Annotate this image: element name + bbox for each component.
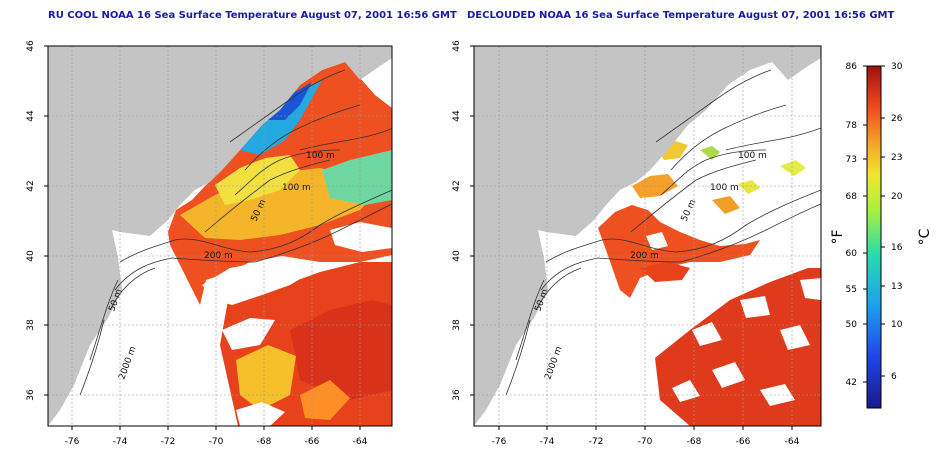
y-tick-label: 46 (26, 40, 36, 52)
cloud-gaps (646, 232, 821, 406)
contour-label: 100 m (738, 151, 767, 161)
y-tick-label: 42 (452, 180, 462, 191)
x-tick-label: -72 (589, 437, 604, 447)
x-tick-label: -76 (65, 437, 80, 447)
map-grid (48, 46, 392, 426)
x-tick-label: -66 (305, 437, 320, 447)
y-tick-label: 36 (26, 389, 36, 401)
y-tick-label: 40 (452, 250, 462, 262)
y-tick-label: 44 (26, 110, 36, 122)
y-tick-label: 36 (452, 389, 462, 401)
fahrenheit-tick-label: 73 (846, 155, 857, 165)
temperature-colorbar: 86 78 73 68 60 55 50 42 30 26 23 20 16 1… (830, 62, 933, 409)
y-tick-label: 38 (26, 319, 36, 331)
map-frame (473, 45, 822, 427)
bathymetry-contours (505, 69, 821, 396)
x-tick-label: -74 (113, 437, 128, 447)
land-mass (474, 46, 821, 426)
x-tick-label: -64 (785, 437, 800, 447)
fahrenheit-label: °F (830, 229, 846, 244)
contour-label: 200 m (630, 251, 659, 261)
x-tick-label: -76 (492, 437, 507, 447)
bathymetry-contours (79, 69, 392, 396)
fahrenheit-tick-label: 42 (846, 378, 857, 388)
celsius-tick-label: 30 (891, 62, 903, 72)
x-tick-label: -70 (638, 437, 653, 447)
land-mass (48, 46, 392, 426)
y-tick-label: 42 (26, 180, 36, 191)
x-tick-label: -68 (257, 437, 272, 447)
x-tick-label: -64 (353, 437, 368, 447)
y-tick-label: 46 (452, 40, 462, 52)
x-tick-label: -66 (736, 437, 751, 447)
fahrenheit-tick-label: 68 (846, 192, 858, 202)
fahrenheit-tick-label: 60 (846, 249, 858, 259)
fahrenheit-tick-label: 78 (846, 121, 858, 131)
map-title-declouded: DECLOUDED NOAA 16 Sea Surface Temperatur… (467, 10, 895, 21)
map-frame (47, 45, 393, 427)
y-tick-label: 44 (452, 110, 462, 122)
map-panel-declouded: 100 m 100 m 50 m 200 m 50 m 2000 m (452, 40, 822, 447)
fahrenheit-tick-label: 86 (846, 62, 858, 72)
map-panel-raw: 100 m 100 m 50 m 200 m 50 m 2000 m (26, 40, 393, 447)
x-tick-label: -72 (161, 437, 176, 447)
fahrenheit-tick-label: 50 (846, 320, 858, 330)
map-grid (474, 46, 821, 426)
celsius-tick-label: 26 (891, 114, 903, 124)
x-tick-label: -74 (540, 437, 555, 447)
map-title-raw: RU COOL NOAA 16 Sea Surface Temperature … (48, 10, 457, 21)
colorbar-scale (866, 65, 882, 409)
cloud-mask-raw (202, 222, 392, 426)
celsius-tick-label: 20 (891, 192, 903, 202)
celsius-tick-label: 6 (891, 372, 897, 382)
contour-label: 100 m (306, 151, 335, 161)
celsius-tick-label: 16 (891, 243, 903, 253)
fahrenheit-tick-label: 55 (846, 285, 857, 295)
celsius-label: °C (917, 228, 933, 245)
y-tick-label: 38 (452, 319, 462, 331)
contour-label: 100 m (710, 183, 739, 193)
contour-label: 100 m (282, 183, 311, 193)
celsius-tick-label: 23 (891, 153, 902, 163)
contour-label: 200 m (204, 251, 233, 261)
x-tick-label: -70 (209, 437, 224, 447)
x-tick-label: -68 (687, 437, 702, 447)
y-tick-label: 40 (26, 250, 36, 262)
celsius-tick-label: 13 (891, 282, 902, 292)
celsius-tick-label: 10 (891, 320, 903, 330)
